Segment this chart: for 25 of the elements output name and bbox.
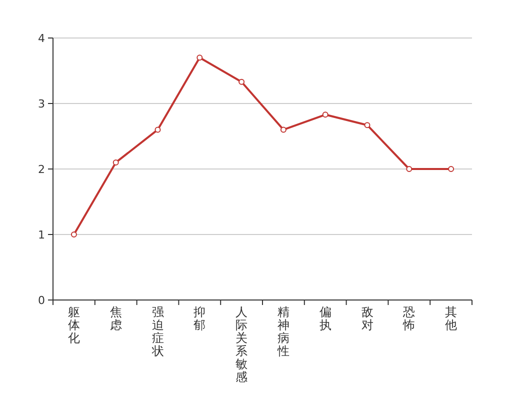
x-tick-label: 其他: [445, 305, 458, 332]
point: [70, 232, 77, 238]
point: [196, 54, 203, 61]
point: [154, 126, 161, 133]
y-tick-label: 2: [38, 162, 45, 176]
y-tick-label: 3: [38, 97, 45, 110]
x-tick-label: 强迫症状: [150, 305, 164, 358]
point: [406, 166, 412, 172]
point: [364, 122, 370, 128]
point: [448, 166, 454, 172]
y-tick-label: 0: [38, 294, 45, 307]
y-tick-label: 1: [38, 228, 45, 242]
x-tick-label: 敌对: [361, 305, 374, 332]
point: [112, 159, 119, 166]
x-tick-label: 人际关系敏感: [236, 305, 248, 384]
x-tick-label: 抑郁: [194, 305, 206, 332]
x-tick-label: 焦虑: [110, 305, 122, 332]
x-tick-label: 偏执: [319, 305, 332, 332]
x-tick-label: 恐怖: [402, 305, 416, 332]
x-tick-label: 躯体化: [68, 305, 80, 345]
point: [322, 112, 328, 118]
y-tick-label: 4: [38, 32, 45, 45]
point: [280, 126, 286, 133]
x-tick-label: 精神病性: [276, 305, 290, 358]
point: [238, 78, 245, 85]
